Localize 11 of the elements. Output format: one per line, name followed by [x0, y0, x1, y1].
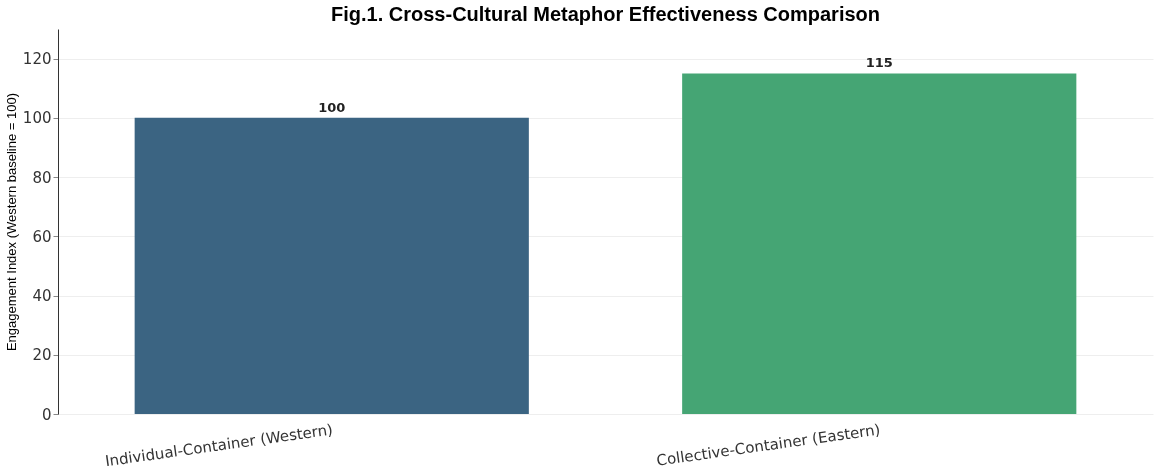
y-tick-label: 80: [32, 168, 52, 187]
y-tick-label: 40: [32, 287, 52, 306]
data-label: 100: [318, 99, 346, 115]
y-tick-label: 120: [22, 50, 52, 69]
data-label: 115: [865, 55, 893, 71]
y-tick-label: 60: [32, 227, 52, 246]
y-tick-label: 0: [41, 405, 52, 424]
y-tick-label: 20: [32, 346, 52, 365]
y-tick-label: 100: [22, 109, 52, 128]
y-axis-title: Engagement Index (Western baseline = 100): [3, 92, 19, 352]
chart-title: Fig.1. Cross-Cultural Metaphor Effectiveness Comparison: [331, 3, 880, 25]
